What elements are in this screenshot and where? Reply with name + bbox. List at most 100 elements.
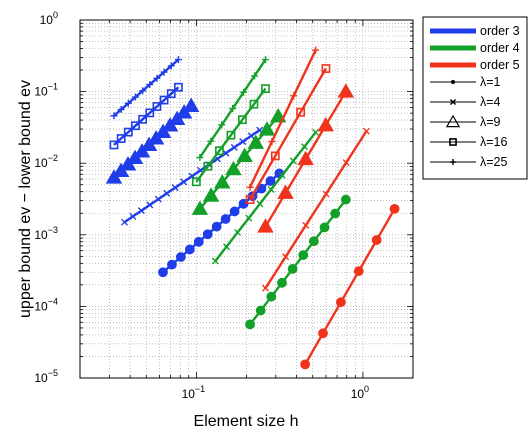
data-point [182,97,200,112]
series-line [249,198,347,326]
legend-label: order 5 [480,58,520,72]
legend-item: λ=9 [430,114,501,129]
data-point [336,297,346,308]
data-point [174,56,182,64]
data-point [297,150,314,166]
data-point [318,328,328,339]
series-order-4-x [211,128,320,265]
data-point [160,68,168,76]
legend-marker-dot [450,79,456,85]
data-point [120,218,128,226]
data-point [251,72,259,80]
data-point [317,116,334,132]
series-order-4-square [191,84,270,187]
data-point [152,102,162,111]
y-tick-label: 10−2 [34,153,58,170]
data-point [222,243,230,251]
data-point [158,267,168,278]
data-point [138,114,148,124]
data-point [266,291,277,302]
data-point [342,159,350,167]
data-point [215,146,224,156]
legend-box [422,16,528,180]
data-point [308,236,319,247]
data-point [211,221,222,232]
data-point [175,252,186,262]
data-point [146,81,154,89]
data-point [249,99,259,109]
data-point [202,187,220,202]
data-point [238,115,247,125]
legend-item: λ=1 [430,75,501,89]
data-point [211,257,219,265]
legend-marker-plus [450,159,456,165]
series-order-3-triangle [105,97,200,184]
data-point [222,149,230,157]
legend-label: λ=9 [480,115,501,129]
data-point [229,206,240,217]
data-point [265,176,276,186]
series-order-5-x [261,127,370,292]
data-point [117,106,125,114]
data-point [257,218,274,233]
legend-label: λ=1 [480,75,501,89]
data-point [139,87,147,95]
data-point [290,92,298,100]
data-point [131,121,140,131]
data-point [267,186,275,194]
series-order-3-square [109,82,183,150]
series-order-3-plus [110,56,182,120]
data-point [278,171,286,179]
series-order-3-dot [158,168,285,278]
data-point [214,174,231,189]
data-point [171,184,179,192]
series-order-5-plus [246,46,320,191]
data-point [191,200,209,215]
data-point [229,105,237,113]
legend: order 3 order 4 order 5 λ=1 λ=4 λ=9 λ=16 λ=25 [422,16,528,180]
legend-label: λ=25 [480,155,508,169]
data-point [300,359,311,370]
data-point [110,112,118,120]
series-order-3-x [120,126,264,226]
y-tick-label: 10−3 [34,225,58,242]
legend-item: λ=4 [430,95,501,109]
data-point [245,319,255,330]
x-tick-label: 100 [351,384,369,401]
data-point [287,264,298,274]
data-point [258,121,276,136]
data-point [191,177,201,187]
x-axis-label: Element size h [194,413,299,430]
data-point [246,183,254,191]
data-point [218,121,226,129]
data-point [154,195,162,203]
data-point [389,204,400,214]
data-point [109,140,119,150]
y-tick-label: 100 [40,10,58,27]
data-point [289,157,297,165]
data-point [312,46,320,54]
y-tick-label: 10−4 [34,296,58,313]
data-point [261,284,269,292]
data-point [261,56,269,64]
data-point [193,236,204,247]
legend-item: λ=16 [430,135,508,149]
data-point [245,214,253,222]
data-point [330,208,341,219]
data-point [146,201,154,209]
data-point [159,95,169,105]
data-point [337,83,355,98]
series-order-5-triangle [257,83,355,233]
data-point [174,82,183,92]
legend-label: λ=4 [480,95,501,109]
data-point [202,229,213,240]
y-tick-label: 10−5 [34,368,58,385]
axis-ticks [79,19,414,379]
series-line [264,130,368,289]
data-point [167,259,177,270]
data-point [277,184,294,199]
data-point [362,127,370,135]
data-point [302,221,310,229]
legend-item: order 3 [430,24,520,38]
